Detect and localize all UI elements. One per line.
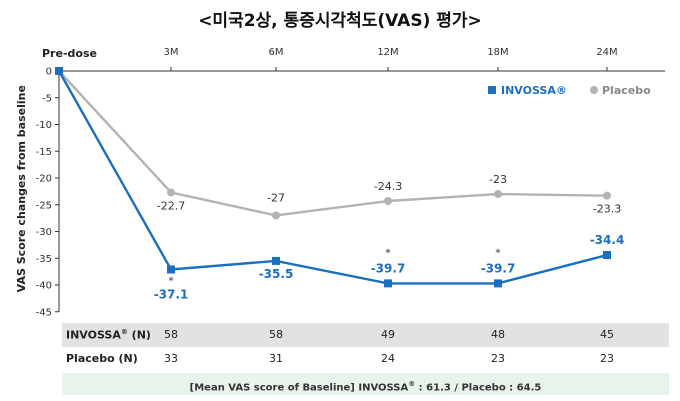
baseline-note: [Mean VAS score of Baseline] INVOSSA® : … xyxy=(62,373,669,395)
placebo-point-2 xyxy=(272,211,280,220)
n-placebo-6m: 31 xyxy=(269,352,283,365)
legend-placebo-label: Placebo xyxy=(602,84,651,97)
x-tick-label-1: 3M xyxy=(164,47,179,58)
x-tick-label-0: Pre-dose xyxy=(42,47,97,60)
legend-invossa-label: INVOSSA® xyxy=(501,84,567,97)
y-axis-label: VAS Score changes from baseline xyxy=(15,85,28,292)
y-tick-label-9: -45 xyxy=(36,307,52,318)
legend-invossa-marker xyxy=(488,86,496,94)
placebo-series-line xyxy=(58,70,608,217)
y-tick-label-7: -35 xyxy=(36,254,52,265)
x-tick-label-5: 24M xyxy=(596,47,617,58)
invossa-data-label-4: -39.7 xyxy=(481,261,516,275)
y-tick-label-0: 0 xyxy=(46,67,52,78)
invossa-data-label-5: -34.4 xyxy=(590,233,625,247)
x-tick-label-4: 18M xyxy=(487,47,508,58)
significance-star-3: * xyxy=(385,246,391,259)
vas-line-chart: 0 -5 -10 -15 -20 -25 -30 -35 -40 -45 Pre-dose 3M 6M 1… xyxy=(15,47,665,318)
placebo-data-label-4: -23 xyxy=(489,173,507,186)
significance-star-1: * xyxy=(168,274,174,287)
placebo-data-label-1: -22.7 xyxy=(157,199,185,212)
x-tick-label-3: 12M xyxy=(377,47,398,58)
invossa-point-4 xyxy=(494,279,502,288)
n-placebo-18m: 23 xyxy=(491,352,505,365)
significance-star-4: * xyxy=(495,246,501,259)
n-invossa-18m: 48 xyxy=(491,328,505,341)
n-invossa-6m: 58 xyxy=(269,328,283,341)
placebo-point-3 xyxy=(384,197,392,206)
invossa-point-5 xyxy=(603,251,611,260)
y-tick-label-5: -25 xyxy=(36,200,52,211)
y-tick-label-3: -15 xyxy=(36,147,52,158)
y-tick-label-8: -40 xyxy=(36,281,52,292)
y-tick-label-2: -10 xyxy=(36,120,52,131)
invossa-point-0 xyxy=(55,67,63,75)
n-row-placebo: Placebo (N) 33 31 24 23 23 xyxy=(62,347,669,371)
n-row-placebo-label: Placebo (N) xyxy=(66,352,138,365)
placebo-point-1 xyxy=(167,188,175,197)
y-tick-label-4: -20 xyxy=(36,174,52,185)
placebo-data-label-5: -23.3 xyxy=(593,203,621,216)
n-row-invossa: INVOSSA® (N) 58 58 49 48 45 xyxy=(62,323,669,347)
placebo-data-label-3: -24.3 xyxy=(374,180,402,193)
y-tick-label-1: -5 xyxy=(42,93,52,104)
invossa-data-label-2: -35.5 xyxy=(259,267,294,281)
n-placebo-24m: 23 xyxy=(600,352,614,365)
invossa-data-label-1: -37.1 xyxy=(154,287,189,301)
x-tick-label-2: 6M xyxy=(269,47,284,58)
invossa-point-1 xyxy=(167,265,175,274)
n-placebo-3m: 33 xyxy=(164,352,178,365)
n-placebo-12m: 24 xyxy=(381,352,395,365)
legend-placebo-marker xyxy=(590,86,598,94)
placebo-point-5 xyxy=(603,191,611,200)
n-invossa-12m: 49 xyxy=(381,328,395,341)
invossa-series-line xyxy=(57,70,608,285)
placebo-data-label-2: -27 xyxy=(267,191,285,204)
n-invossa-3m: 58 xyxy=(164,328,178,341)
n-invossa-24m: 45 xyxy=(600,328,614,341)
chart-title: <미국2상, 통증시각척도(VAS) 평가> xyxy=(198,11,482,31)
invossa-point-2 xyxy=(272,256,280,265)
placebo-point-4 xyxy=(494,190,502,199)
n-row-invossa-label: INVOSSA® (N) xyxy=(66,328,151,342)
invossa-data-label-3: -39.7 xyxy=(371,261,406,275)
y-tick-label-6: -30 xyxy=(36,227,52,238)
invossa-point-3 xyxy=(384,279,392,288)
